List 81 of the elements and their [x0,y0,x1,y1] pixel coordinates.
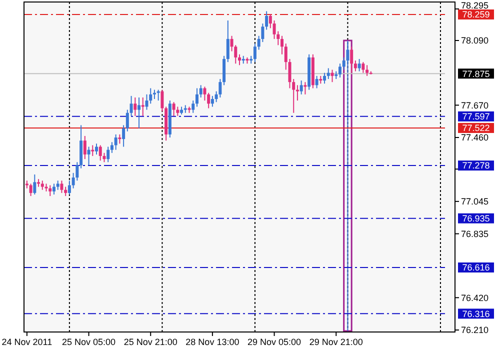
y-tick-label: 78.295 [461,0,489,10]
candlestick [253,43,256,63]
candlestick [292,78,296,114]
x-tick-label: 24 Nov 2011 [2,337,52,347]
ref-line-label: 76.616 [462,262,490,273]
candlestick [296,84,299,102]
y-tick-label: 76.835 [461,228,489,239]
candlestick [300,80,303,95]
candlestick [354,60,357,72]
candlestick [149,88,152,104]
candlestick [95,143,98,155]
candlestick [106,146,110,163]
ref-line-label: 76.316 [462,308,490,319]
candlestick [358,58,361,72]
candlestick [323,72,326,84]
candlestick [87,146,90,166]
candlestick [118,134,122,144]
candlestick [207,92,210,109]
candlestick [126,109,129,132]
candlestick [141,96,144,116]
candlestick [222,55,226,86]
candlestick [64,186,68,197]
candlestick [68,180,71,195]
candlestick [60,180,64,194]
candlestick [110,142,114,154]
candlestick [145,94,148,110]
candlestick [338,63,342,78]
candlestick [172,102,176,116]
candlestick [29,183,32,197]
candlestick [330,69,334,83]
y-tick-label: 77.460 [461,132,489,143]
candlestick [56,180,60,190]
candlestick [366,64,369,76]
candlestick [176,106,180,116]
candlestick [315,75,318,89]
candlestick [152,89,156,100]
ref-line-label: 77.522 [462,123,490,134]
candlestick [83,135,86,160]
y-tick-label: 78.090 [461,36,489,46]
y-tick-label: 77.670 [461,100,489,110]
x-tick-label: 29 Nov 05:00 [248,337,302,347]
ref-line-label: 78.259 [462,10,490,20]
candlestick [195,88,198,108]
ref-line-label: 76.935 [462,214,490,224]
candlestick [192,100,195,114]
x-tick-label: 25 Nov 05:00 [62,337,116,347]
x-tick-label: 25 Nov 21:00 [124,337,178,347]
candlestick [268,14,272,29]
candlestick [199,84,202,98]
candlestick [156,89,160,102]
candlestick [52,183,56,195]
ref-line-label: 77.875 [462,68,490,79]
candlestick [48,184,52,197]
candlestick [304,82,307,95]
candlestick [134,96,137,116]
candlestick [122,124,126,148]
candlestick [40,180,44,190]
y-tick-label: 77.045 [461,196,489,207]
candlestick [91,144,94,156]
ref-line-label: 77.597 [462,112,490,122]
y-tick-label: 76.210 [461,325,489,336]
candlestick [326,68,330,80]
ref-line-label: 77.278 [462,160,490,171]
y-tick-label: 76.420 [461,292,489,303]
candlestick [226,20,230,63]
candlestick [33,174,36,195]
candlestick [238,54,241,66]
candlestick [130,95,133,116]
x-tick-label: 28 Nov 13:00 [186,337,240,347]
x-tick-label: 29 Nov 21:00 [309,337,363,347]
candlestick [114,134,118,150]
candlestick [160,89,164,112]
candlestick [362,62,365,74]
candlestick [350,46,354,74]
candlestick [210,95,214,108]
candlestick [138,96,141,129]
candlestick [218,78,222,98]
candlestick [265,10,268,30]
candlestick [98,144,102,162]
candlestick [280,35,284,55]
candlestick [203,86,206,102]
